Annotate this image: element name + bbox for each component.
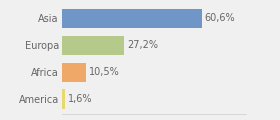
Text: 10,5%: 10,5%: [89, 67, 119, 77]
Bar: [62, 90, 65, 109]
Text: 60,6%: 60,6%: [204, 13, 235, 23]
Text: 1,6%: 1,6%: [68, 94, 93, 104]
Bar: [62, 63, 86, 82]
Bar: [62, 36, 124, 55]
Text: 27,2%: 27,2%: [127, 40, 158, 50]
Bar: [62, 9, 202, 28]
